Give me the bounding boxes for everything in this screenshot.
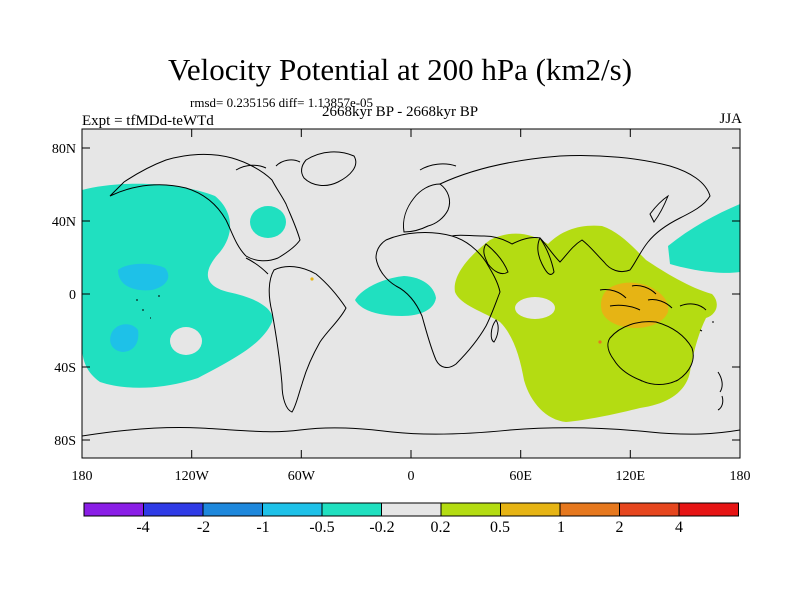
colorbar-swatch xyxy=(440,502,501,517)
colorbar-swatch xyxy=(500,502,561,517)
stats-line: rmsd= 0.235156 diff= 1.13857e-05 xyxy=(190,95,374,110)
contour-negative-atlantic xyxy=(355,276,436,316)
colorbar-labels: -4 -2 -1 -0.5 -0.2 0.2 0.5 1 2 4 xyxy=(136,519,683,536)
colorbar-swatch xyxy=(83,502,144,517)
y-axis xyxy=(82,147,740,441)
experiment-label: Expt = tfMDd-teWTd xyxy=(82,113,214,129)
y-tick-label: 40N xyxy=(52,215,76,230)
x-tick-label: 60E xyxy=(509,469,532,484)
coastline-south-america xyxy=(268,266,347,413)
contour-negative-atlantic-north xyxy=(250,206,286,238)
map-title: Velocity Potential at 200 hPa (km2/s) xyxy=(167,52,633,87)
coastline-japan xyxy=(649,194,670,223)
coastlines xyxy=(82,151,740,437)
colorbar-swatch xyxy=(202,502,263,517)
y-tick-label: 80N xyxy=(52,142,76,157)
colorbar-label: 1 xyxy=(557,519,565,536)
contour-small-core-2 xyxy=(598,340,602,344)
coastline-antarctica xyxy=(82,426,740,437)
coastline-pacific-islands xyxy=(136,295,714,332)
contour-negative-pacific-core-south xyxy=(110,324,139,352)
coastline-arabia xyxy=(483,243,509,275)
colorbar-label: -0.5 xyxy=(309,519,334,536)
coastline-north-america xyxy=(109,153,301,262)
colorbar-label: -2 xyxy=(197,519,210,536)
colorbar-label: -1 xyxy=(256,519,269,536)
colorbar-label: 0.5 xyxy=(490,519,510,536)
period-label: 2668kyr BP - 2668kyr BP xyxy=(321,104,479,120)
x-tick-label: 120W xyxy=(175,469,210,484)
coastline-maritime-continent xyxy=(599,285,707,311)
contour-hole-pacific xyxy=(170,327,202,355)
coastline-india xyxy=(537,237,555,275)
colorbar-swatch xyxy=(619,502,680,517)
coastline-central-america xyxy=(245,257,269,275)
coastline-greenland xyxy=(301,151,357,186)
coastline-africa xyxy=(375,232,501,368)
colorbar-swatch xyxy=(559,502,620,517)
y-tick-label: 0 xyxy=(69,288,76,303)
contour-hole-indian xyxy=(515,297,555,319)
colorbar-label: -4 xyxy=(136,519,149,536)
colorbar xyxy=(83,502,739,517)
x-axis xyxy=(81,129,741,458)
colorbar-swatch xyxy=(321,502,382,517)
coastline-arctic-islands xyxy=(235,159,301,171)
contour-small-core xyxy=(310,277,314,281)
season-label: JJA xyxy=(719,111,742,127)
coastline-europe xyxy=(403,163,457,233)
x-tick-label: 0 xyxy=(408,469,415,484)
colorbar-label: -0.2 xyxy=(369,519,394,536)
x-tick-label: 60W xyxy=(288,469,316,484)
coastline-madagascar xyxy=(490,319,499,343)
coastline-new-zealand xyxy=(717,371,724,411)
y-tick-label: 40S xyxy=(54,361,76,376)
x-tick-label: 180 xyxy=(730,469,751,484)
contour-positive-core xyxy=(601,282,669,328)
colorbar-swatch xyxy=(381,502,442,517)
colorbar-swatch xyxy=(262,502,323,517)
colorbar-label: 0.2 xyxy=(431,519,451,536)
x-tick-label: 180 xyxy=(72,469,93,484)
colorbar-label: 2 xyxy=(616,519,624,536)
contour-negative-westpacific xyxy=(668,204,740,273)
contour-negative-pacific-core xyxy=(118,263,169,291)
coastline-eurasia xyxy=(439,154,711,273)
coastline-australia xyxy=(607,321,694,385)
contour-fills xyxy=(82,183,740,422)
colorbar-label: 4 xyxy=(675,519,683,536)
y-tick-label: 80S xyxy=(54,434,76,449)
x-tick-label: 120E xyxy=(616,469,646,484)
colorbar-swatch xyxy=(678,502,739,517)
colorbar-swatch xyxy=(143,502,204,517)
contour-positive-indian xyxy=(454,225,717,422)
